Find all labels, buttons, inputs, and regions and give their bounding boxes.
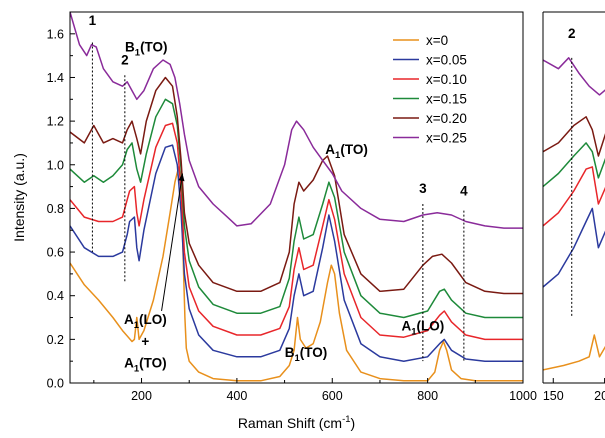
series-line-3 xyxy=(70,98,523,319)
series-line-0 xyxy=(70,166,523,382)
y-tick-label-3: 0.6 xyxy=(47,246,64,260)
marker-label-3: 4 xyxy=(460,183,468,198)
main-plot-frame xyxy=(69,11,524,384)
right-series-line-2 xyxy=(543,166,605,227)
right-series-line-3 xyxy=(543,142,605,188)
y-tick-label-6: 1.2 xyxy=(47,115,64,129)
y-tick-label-1: 0.2 xyxy=(47,333,64,347)
legend-label-0: x=0 xyxy=(426,33,448,48)
y-tick-label-0: 0.0 xyxy=(47,377,64,391)
right-series-line-5 xyxy=(543,57,605,96)
legend-label-1: x=0.05 xyxy=(426,53,467,68)
x-axis-title: Raman Shift (cm-1) xyxy=(238,414,355,431)
legend-label-2: x=0.10 xyxy=(426,72,467,87)
right-series-line-1 xyxy=(543,207,605,288)
marker-label-1: 2 xyxy=(121,52,129,67)
peak-annotation-2: A1(LO) xyxy=(401,319,444,338)
right-series-line-0 xyxy=(543,334,605,371)
peak-annotation-1: A1(TO) xyxy=(325,142,368,161)
y-tick-label-4: 0.8 xyxy=(47,202,64,216)
legend-label-4: x=0.20 xyxy=(426,111,467,126)
peak-annotation-6: A1(TO) xyxy=(124,356,167,375)
legend-label-3: x=0.15 xyxy=(426,92,467,107)
marker-label-0: 1 xyxy=(89,13,97,28)
right-series-line-4 xyxy=(543,116,605,157)
right-x-tick-label-1: 200 xyxy=(594,389,605,403)
y-tick-label-8: 1.6 xyxy=(47,27,64,41)
legend-label-5: x=0.25 xyxy=(426,131,467,146)
right-x-tick-label-0: 150 xyxy=(543,389,564,403)
y-tick-label-2: 0.4 xyxy=(47,289,64,303)
x-tick-label-3: 800 xyxy=(417,389,438,403)
right-marker-label-0: 2 xyxy=(568,26,576,41)
right-chart-panel: 2 150 200 xyxy=(542,11,605,403)
marker-label-2: 3 xyxy=(419,181,427,196)
peak-annotation-5: + xyxy=(141,334,149,349)
peak-annotation-3: B1(TO) xyxy=(285,345,328,364)
series-line-1 xyxy=(70,144,523,362)
y-axis-title: Intensity (a.u.) xyxy=(11,153,27,242)
peak-annotation-0: B1(TO) xyxy=(125,39,168,58)
x-tick-label-2: 600 xyxy=(322,389,343,403)
annotation-arrow-line xyxy=(161,173,184,312)
main-chart-panel: 1 2 3 4 B1(TO) A1(TO) A1(LO) B1(TO) A1(LO) + A1(TO… xyxy=(11,11,537,431)
y-tick-label-5: 1.0 xyxy=(47,158,64,172)
x-tick-label-4: 1000 xyxy=(509,389,537,403)
series-line-2 xyxy=(70,122,523,341)
x-tick-label-1: 400 xyxy=(226,389,247,403)
peak-annotation-4: A1(LO) xyxy=(124,312,167,331)
annotation-arrow-head xyxy=(178,173,185,182)
series-line-5 xyxy=(70,12,523,229)
y-tick-label-7: 1.4 xyxy=(47,71,64,85)
x-tick-label-0: 200 xyxy=(131,389,152,403)
